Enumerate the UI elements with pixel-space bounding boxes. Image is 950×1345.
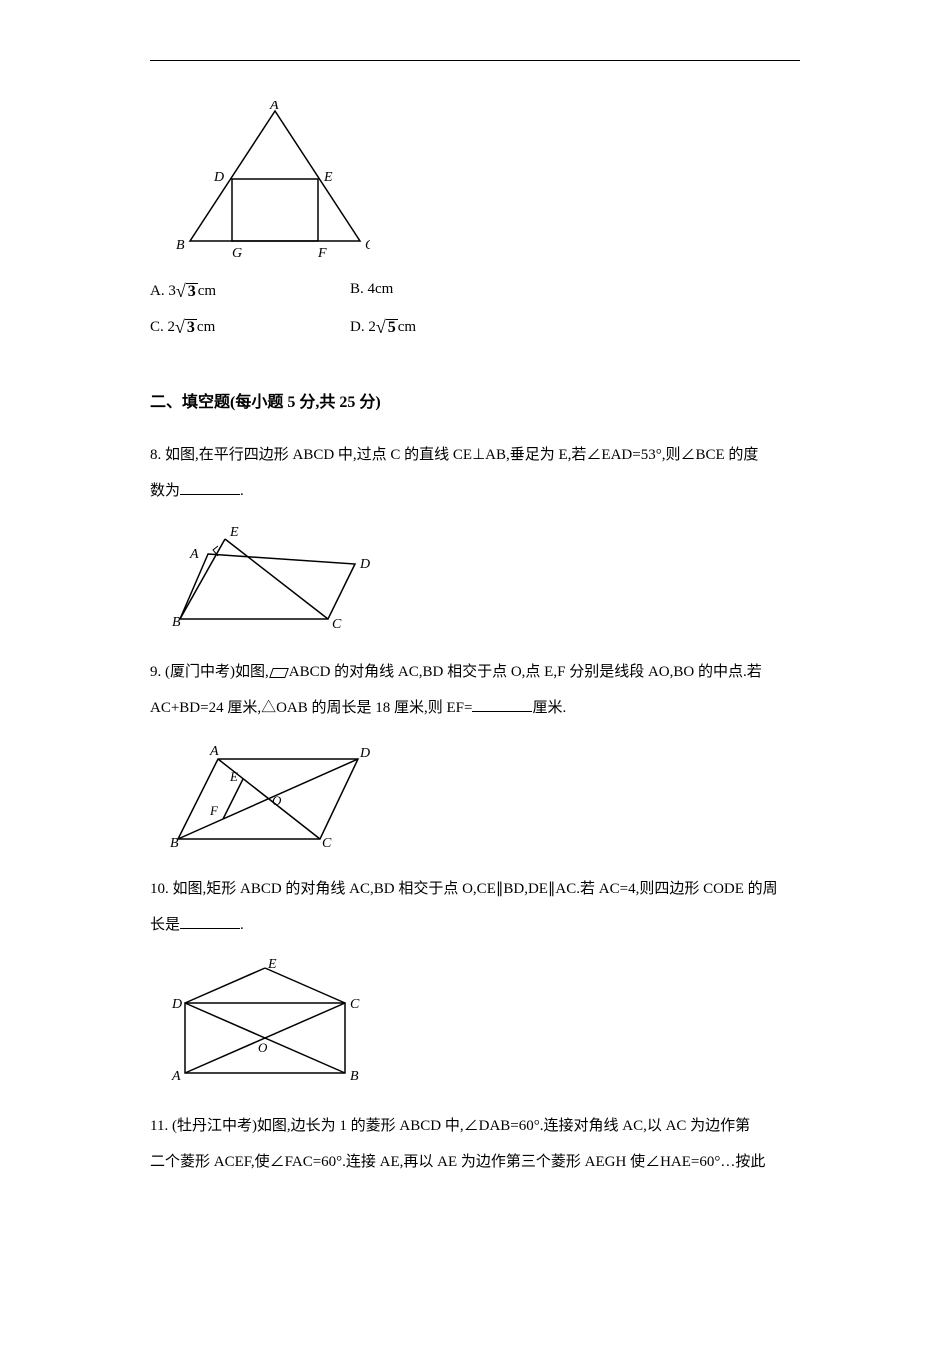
q8-blank <box>180 481 240 495</box>
label-E: E <box>267 958 277 972</box>
q9-line1a: 9. (厦门中考)如图, <box>150 664 269 680</box>
option-D-radical: 5 <box>386 319 398 336</box>
q10-line1: 10. 如图,矩形 ABCD 的对角线 AC,BD 相交于点 O,CE∥BD,D… <box>150 881 778 897</box>
section-2-header: 二、填空题(每小题 5 分,共 25 分) <box>150 388 800 412</box>
option-D: D. 2√5cm <box>350 317 800 338</box>
q9-figure: A D B C O E F <box>170 741 800 856</box>
q8-figure: E A D B C <box>170 524 800 639</box>
label-E: E <box>323 170 333 185</box>
label-C: C <box>322 836 332 851</box>
label-A: A <box>171 1069 181 1084</box>
option-C-prefix: C. 2 <box>150 319 175 335</box>
option-A-prefix: A. 3 <box>150 283 176 299</box>
label-C: C <box>365 238 370 253</box>
option-D-prefix: D. 2 <box>350 319 376 335</box>
option-C-suffix: cm <box>197 319 215 335</box>
q9-line2a: AC+BD=24 厘米,△OAB 的周长是 18 厘米,则 EF= <box>150 700 472 716</box>
triangle-square-diagram: A B C D E G F <box>170 101 370 261</box>
q8-line2b: . <box>240 483 244 499</box>
label-F: F <box>317 246 327 261</box>
label-E: E <box>229 769 238 784</box>
label-A: A <box>269 101 279 113</box>
option-A-radical: 3 <box>186 283 198 300</box>
parallelogram-icon <box>269 668 289 678</box>
header-rule <box>150 60 800 61</box>
label-A: A <box>189 547 199 562</box>
question-11: 11. (牡丹江中考)如图,边长为 1 的菱形 ABCD 中,∠DAB=60°.… <box>150 1108 800 1180</box>
q10-blank <box>180 915 240 929</box>
option-C: C. 2√3cm <box>150 317 350 338</box>
label-D: D <box>359 746 370 761</box>
question-9: 9. (厦门中考)如图, ABCD 的对角线 AC,BD 相交于点 O,点 E,F… <box>150 654 800 726</box>
label-B: B <box>172 615 181 630</box>
q7-options-row1: A. 3√3cm B. 4cm <box>150 281 800 302</box>
q8-line2a: 数为 <box>150 483 180 499</box>
q9-blank <box>472 698 532 712</box>
label-A: A <box>209 744 219 759</box>
label-C: C <box>350 997 360 1012</box>
label-D: D <box>171 997 182 1012</box>
q9-line1b: ABCD 的对角线 AC,BD 相交于点 O,点 E,F 分别是线段 AO,BO… <box>289 664 762 680</box>
label-G: G <box>232 246 242 261</box>
question-8: 8. 如图,在平行四边形 ABCD 中,过点 C 的直线 CE⊥AB,垂足为 E… <box>150 437 800 509</box>
option-B: B. 4cm <box>350 281 800 302</box>
q9-line2b: 厘米. <box>532 700 566 716</box>
label-D: D <box>359 557 370 572</box>
label-B: B <box>176 238 185 253</box>
parallelogram-ce-diagram: E A D B C <box>170 524 370 634</box>
label-B: B <box>170 836 179 851</box>
q10-line2b: . <box>240 917 244 933</box>
label-B: B <box>350 1069 359 1084</box>
q11-line1: 11. (牡丹江中考)如图,边长为 1 的菱形 ABCD 中,∠DAB=60°.… <box>150 1118 750 1134</box>
option-A: A. 3√3cm <box>150 281 350 302</box>
label-O: O <box>272 793 282 808</box>
rectangle-rhombus-diagram: E D C A B O <box>170 958 370 1088</box>
label-C: C <box>332 617 342 632</box>
label-E: E <box>229 525 239 540</box>
label-D: D <box>213 170 224 185</box>
label-F: F <box>209 803 219 818</box>
q8-line1: 8. 如图,在平行四边形 ABCD 中,过点 C 的直线 CE⊥AB,垂足为 E… <box>150 447 758 463</box>
option-D-suffix: cm <box>398 319 416 335</box>
document-page: A B C D E G F A. 3√3cm B. 4cm C. 2√3cm D… <box>0 0 950 1235</box>
q7-figure: A B C D E G F <box>170 101 800 266</box>
option-A-suffix: cm <box>198 283 216 299</box>
question-10: 10. 如图,矩形 ABCD 的对角线 AC,BD 相交于点 O,CE∥BD,D… <box>150 871 800 943</box>
q10-line2a: 长是 <box>150 917 180 933</box>
q7-options-row2: C. 2√3cm D. 2√5cm <box>150 317 800 338</box>
parallelogram-diagonals-diagram: A D B C O E F <box>170 741 370 851</box>
q10-figure: E D C A B O <box>170 958 800 1093</box>
label-O: O <box>258 1040 268 1055</box>
option-C-radical: 3 <box>185 319 197 336</box>
q11-line2: 二个菱形 ACEF,使∠FAC=60°.连接 AE,再以 AE 为边作第三个菱形… <box>150 1154 765 1170</box>
